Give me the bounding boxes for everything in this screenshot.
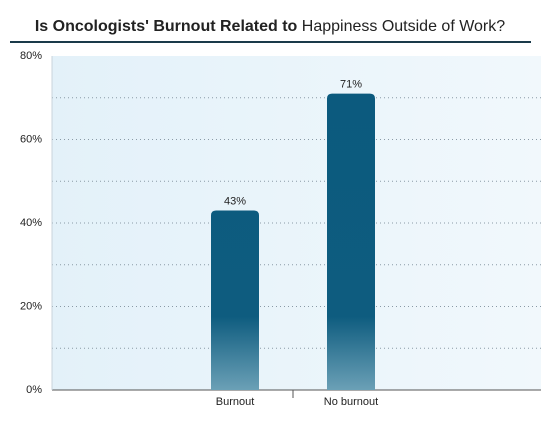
y-tick-label: 40%	[20, 217, 42, 229]
bar	[211, 210, 259, 390]
title-bold: Is Oncologists' Burnout Related to	[35, 18, 298, 35]
x-tick-label: Burnout	[216, 396, 255, 408]
bar	[327, 93, 375, 390]
chart-title: Is Oncologists' Burnout Related to Happi…	[35, 18, 505, 35]
x-tick-label: No burnout	[324, 396, 378, 408]
value-label: 71%	[340, 78, 362, 90]
y-tick-label: 0%	[26, 384, 42, 396]
value-label: 43%	[224, 195, 246, 207]
title-regular: Happiness Outside of Work?	[302, 18, 505, 35]
y-tick-label: 60%	[20, 133, 42, 145]
y-tick-label: 80%	[20, 50, 42, 62]
y-tick-label: 20%	[20, 300, 42, 312]
